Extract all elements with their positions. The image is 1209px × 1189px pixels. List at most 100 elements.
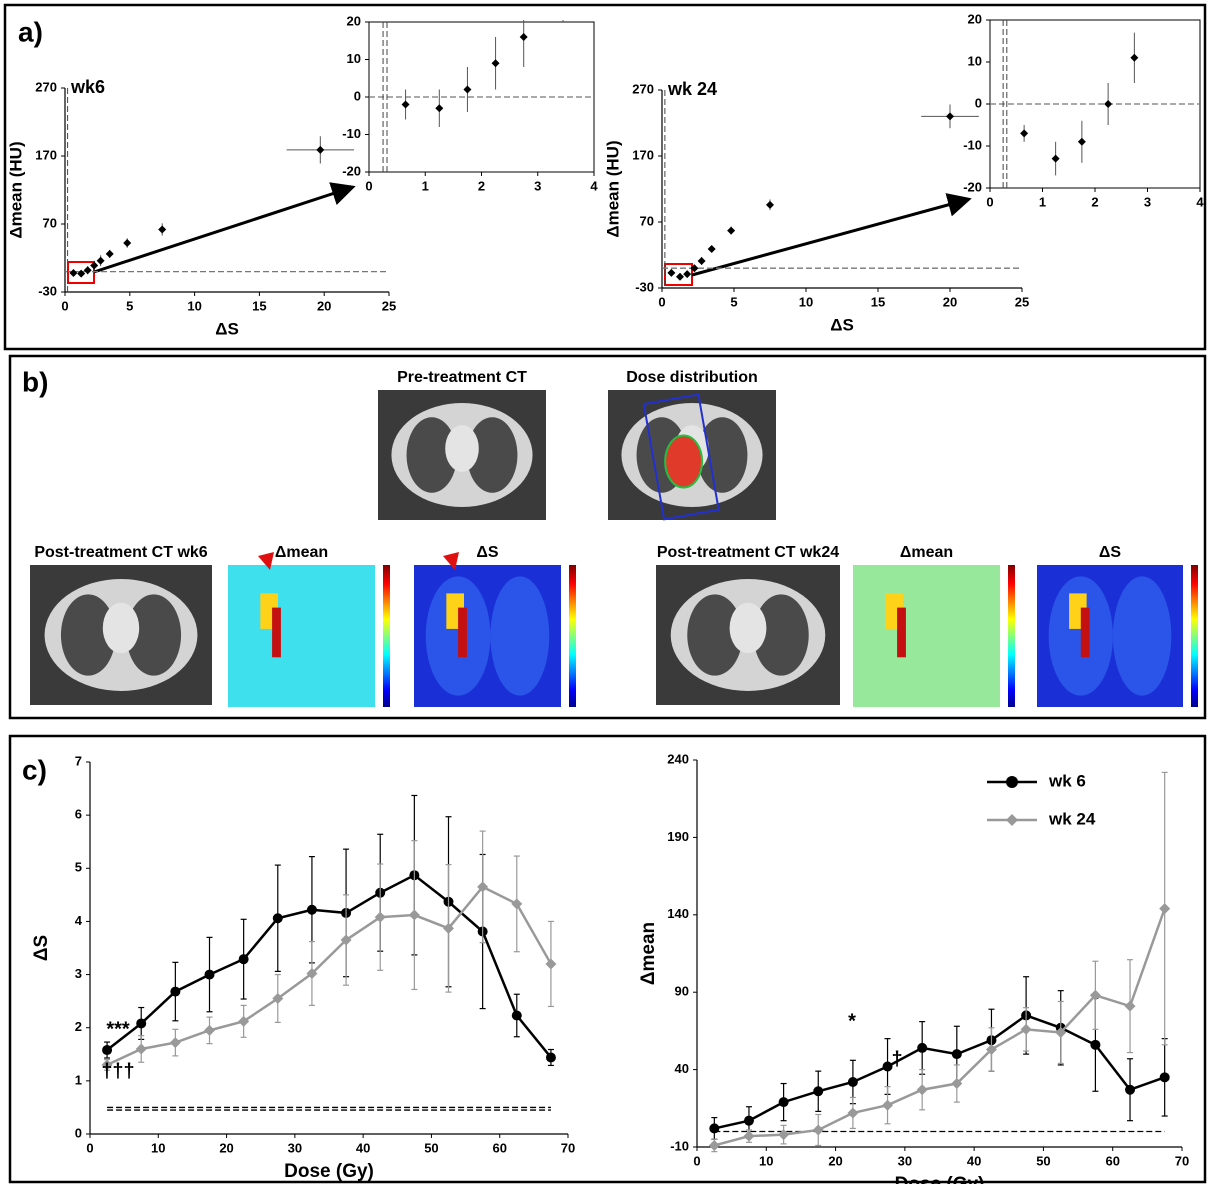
x-tick-label: 20	[943, 294, 957, 309]
marker	[743, 1130, 755, 1142]
x-tick-label: 60	[492, 1140, 506, 1155]
marker	[1055, 1026, 1067, 1038]
y-axis-label: Δmean (HU)	[6, 141, 25, 238]
marker	[204, 1024, 215, 1036]
x-tick-label: 2	[1091, 194, 1098, 209]
plot-label: wk 24	[667, 79, 717, 99]
plot-label: wk6	[70, 77, 105, 97]
series-line	[714, 1014, 1166, 1130]
series-line	[713, 908, 1166, 1147]
annotation: †	[891, 1048, 902, 1070]
colorbar	[1191, 565, 1198, 707]
ct-heart	[445, 425, 479, 472]
y-tick-label: -10	[670, 1138, 689, 1153]
x-tick-label: 70	[561, 1140, 575, 1155]
marker	[709, 1123, 720, 1134]
x-axis-label: ΔS	[215, 319, 239, 338]
marker	[306, 968, 318, 980]
point	[1051, 154, 1060, 163]
point	[435, 104, 444, 113]
image-title: Post-treatment CT wk6	[34, 544, 207, 561]
y-tick-label: -30	[38, 283, 57, 298]
marker	[813, 1086, 824, 1097]
ct-lung	[406, 417, 457, 493]
x-tick-label: 0	[658, 294, 665, 309]
heatmap	[853, 565, 1000, 707]
y-tick-label: 140	[667, 906, 689, 921]
marker	[477, 881, 489, 893]
x-tick-label: 70	[1175, 1153, 1189, 1168]
y-tick-label: 240	[667, 751, 689, 766]
marker	[1159, 1072, 1170, 1083]
point	[766, 200, 774, 209]
marker	[1089, 989, 1101, 1001]
heatmap-lung	[490, 576, 550, 696]
ct-lung	[697, 417, 748, 493]
panel-label: a)	[18, 16, 43, 47]
y-tick-label: 5	[75, 860, 82, 875]
x-tick-label: 30	[288, 1140, 302, 1155]
x-tick-label: 0	[365, 178, 372, 193]
x-tick-label: 10	[187, 298, 201, 313]
y-tick-label: -20	[963, 179, 982, 194]
point	[683, 270, 692, 279]
marker	[951, 1049, 962, 1060]
red-arrow	[443, 552, 459, 570]
image-title: Δmean	[900, 544, 953, 561]
x-tick-label: 20	[828, 1153, 842, 1168]
y-tick-label: 190	[667, 829, 689, 844]
point	[1104, 100, 1113, 108]
x-tick-label: 25	[1015, 294, 1029, 309]
x-tick-label: 0	[693, 1153, 700, 1168]
y-tick-label: 10	[347, 51, 361, 66]
marker	[951, 1078, 963, 1090]
x-tick-label: 20	[317, 298, 331, 313]
marker	[204, 969, 215, 980]
marker	[443, 922, 454, 934]
point	[727, 226, 736, 235]
x-tick-label: 10	[799, 294, 813, 309]
y-tick-label: 20	[968, 11, 982, 26]
x-tick-label: 0	[61, 298, 68, 313]
heatmap-lung	[1112, 576, 1172, 696]
point	[83, 266, 92, 275]
y-tick-label: -20	[342, 163, 361, 178]
heatmap	[228, 565, 375, 707]
y-tick-label: 7	[75, 753, 82, 768]
zoom-arrow	[93, 182, 356, 274]
point	[676, 272, 684, 281]
marker	[917, 1042, 928, 1053]
legend-marker	[1006, 814, 1018, 826]
point	[519, 33, 528, 41]
y-tick-label: 270	[35, 79, 57, 94]
x-tick-label: 50	[424, 1140, 438, 1155]
x-tick-label: 0	[86, 1140, 93, 1155]
marker	[272, 992, 284, 1004]
x-tick-label: 5	[730, 294, 737, 309]
colorbar	[569, 565, 576, 707]
red-arrow	[258, 552, 274, 570]
marker	[136, 1018, 147, 1029]
legend-label: wk 6	[1048, 771, 1086, 790]
y-tick-label: 4	[75, 913, 83, 928]
panel-frame	[3, 3, 1207, 351]
y-tick-label: 170	[632, 147, 654, 162]
marker	[169, 1037, 181, 1049]
point	[707, 245, 716, 254]
marker	[708, 1139, 720, 1151]
x-tick-label: 4	[590, 178, 598, 193]
legend-label: wk 24	[1048, 809, 1096, 828]
point	[401, 100, 410, 109]
point	[69, 268, 78, 277]
x-tick-label: 3	[534, 178, 541, 193]
marker	[545, 1052, 556, 1063]
point	[946, 112, 954, 121]
marker	[340, 934, 352, 946]
dose-region	[642, 393, 720, 521]
image-title: ΔS	[1099, 544, 1122, 561]
marker	[511, 1010, 522, 1021]
x-tick-label: 1	[422, 178, 429, 193]
point	[123, 239, 132, 248]
y-tick-label: 20	[347, 13, 361, 28]
marker	[238, 1015, 250, 1027]
